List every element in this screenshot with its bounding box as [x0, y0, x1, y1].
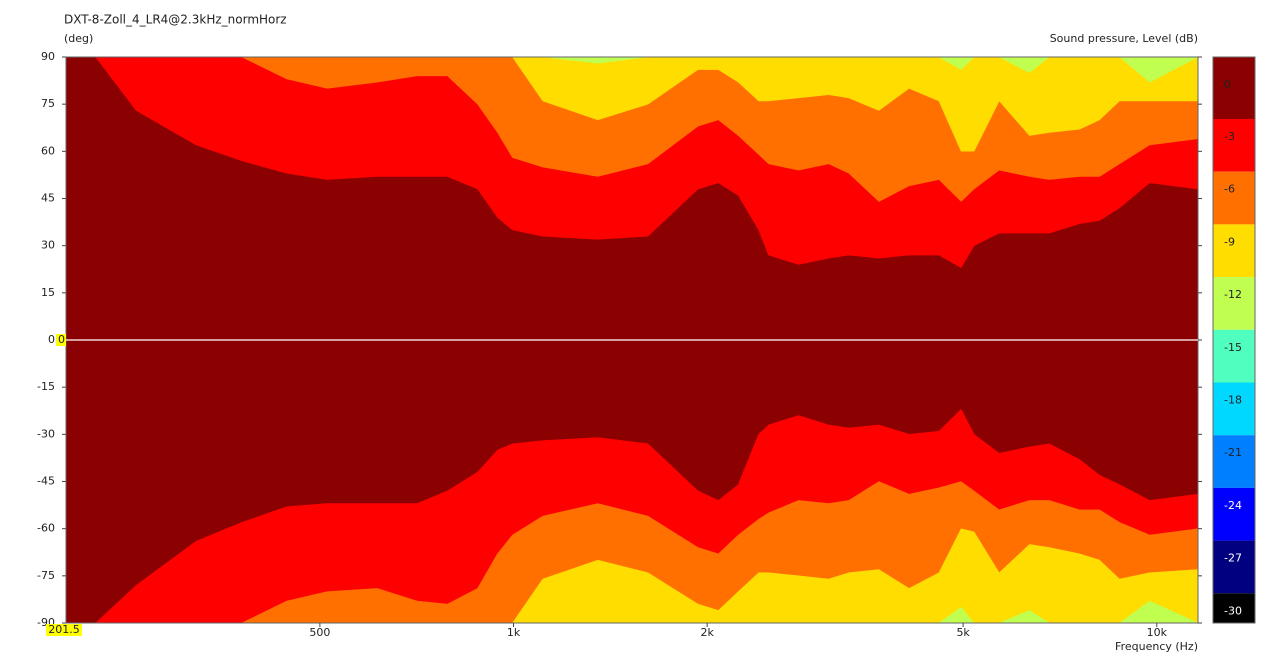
y-tick-label: 15 [41, 286, 55, 299]
colorbar-swatch [1213, 57, 1255, 119]
colorbar-swatch [1213, 277, 1255, 330]
colorbar-label: -9 [1224, 235, 1235, 248]
y-tick-label: 60 [41, 144, 55, 157]
colorbar-swatch [1213, 224, 1255, 278]
colorbar-label: -27 [1224, 552, 1242, 565]
colorbar-swatch [1213, 540, 1255, 594]
colorbar-label: Sound pressure, Level (dB) [1050, 32, 1198, 45]
y-tick-label: 90 [41, 50, 55, 63]
colorbar-border [1212, 56, 1256, 624]
cursor-y-label: 0 [58, 333, 65, 346]
colorbar-label: 0 [1224, 78, 1231, 91]
y-tick-label: 45 [41, 192, 55, 205]
colorbar-swatch [1213, 435, 1255, 488]
colorbar-label: -24 [1224, 499, 1242, 512]
y-tick-label: -60 [37, 522, 55, 535]
x-tick-label: 2k [700, 626, 714, 639]
y-tick-label: 0 [48, 333, 55, 346]
y-tick-label: -75 [37, 569, 55, 582]
colorbar-swatch [1213, 487, 1255, 541]
y-tick-label: -45 [37, 475, 55, 488]
x-axis-label: Frequency (Hz) [1115, 640, 1198, 653]
colorbar-swatch [1213, 593, 1255, 623]
x-tick-label: 10k [1147, 626, 1168, 639]
colorbar-label: -12 [1224, 288, 1242, 301]
colorbar-swatch [1213, 119, 1255, 172]
cursor-x-label: 201.5 [48, 623, 80, 636]
colorbar-label: -21 [1224, 446, 1242, 459]
cursor-y-box [56, 334, 66, 346]
contour-region [66, 56, 1199, 202]
colorbar-swatch [1213, 171, 1255, 225]
colorbar-label: -30 [1224, 604, 1242, 617]
chart-title: DXT-8-Zoll_4_LR4@2.3kHz_normHorz [64, 13, 287, 27]
colorbar: 0 -3 -6 -9 -12 -15 -18 -21 -24 -27 -30 [1212, 56, 1256, 624]
colorbar-swatch [1213, 382, 1255, 436]
x-tick-label: 1k [507, 626, 521, 639]
colorbar-label: -6 [1224, 183, 1235, 196]
x-tick-label: 500 [309, 626, 330, 639]
cursor-x-box [46, 624, 82, 636]
y-axis-label: (deg) [64, 32, 93, 45]
colorbar-label: -3 [1224, 130, 1235, 143]
y-tick-label: -15 [37, 380, 55, 393]
y-tick-label: 75 [41, 97, 55, 110]
colorbar-label: -18 [1224, 394, 1242, 407]
colorbar-label: -15 [1224, 341, 1242, 354]
x-tick-label: 5k [956, 626, 970, 639]
y-tick-label: -30 [37, 427, 55, 440]
y-tick-label: 30 [41, 239, 55, 252]
colorbar-swatch [1213, 329, 1255, 383]
